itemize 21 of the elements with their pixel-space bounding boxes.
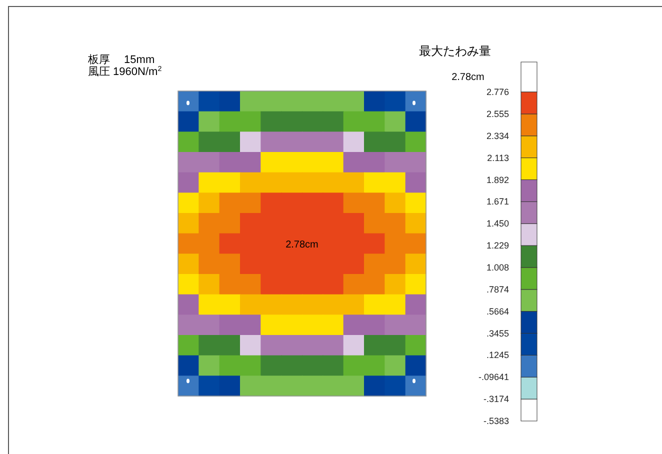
- color-bar-label: 1.892: [486, 174, 509, 185]
- color-bar-label: 1.008: [486, 262, 509, 273]
- color-bar-label: 1.229: [486, 240, 509, 251]
- color-bar-label: 1.671: [486, 196, 509, 207]
- color-bar-label: -.09641: [478, 372, 509, 382]
- text: 最大たわみ量: [419, 44, 491, 58]
- text: 2.78cm: [452, 72, 484, 83]
- color-bar-label: .1245: [486, 350, 509, 360]
- color-bar-label: .5664: [486, 306, 509, 316]
- color-bar-label: 2.776: [486, 87, 509, 97]
- color-bar-label: 2.334: [486, 130, 509, 141]
- text: 風圧 1960N/m$^{2}$: [88, 65, 162, 78]
- text: 板厚 15mm: [87, 54, 155, 66]
- color-bar-label: -.3174: [483, 394, 509, 404]
- annotation: 2.78cm: [286, 240, 318, 250]
- color-bar-label: 2.555: [486, 108, 509, 119]
- color-bar-label: -.5383: [483, 416, 509, 426]
- color-bar-label: 1.450: [486, 218, 509, 229]
- color-bar-label: .3455: [486, 328, 509, 338]
- color-bar-label: .7874: [486, 284, 509, 294]
- color-bar-label: 2.113: [487, 152, 509, 163]
